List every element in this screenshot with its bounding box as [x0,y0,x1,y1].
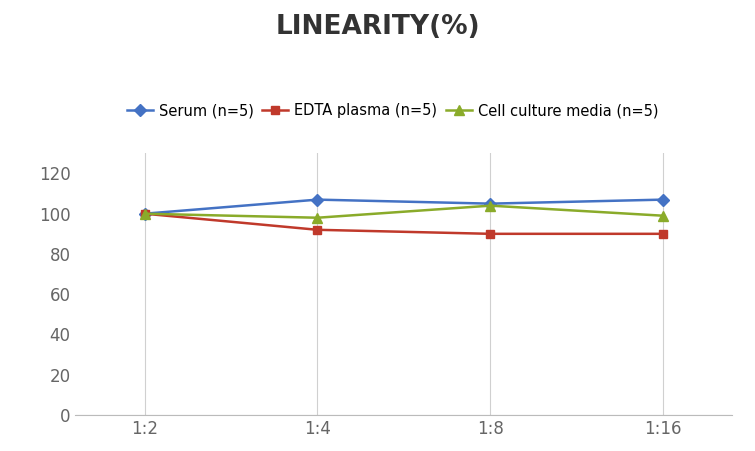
Line: EDTA plasma (n=5): EDTA plasma (n=5) [140,210,667,238]
Text: LINEARITY(%): LINEARITY(%) [275,14,480,40]
Cell culture media (n=5) [140,211,149,216]
EDTA plasma (n=5) [313,227,322,233]
Serum (n=5) [485,201,495,207]
Line: Cell culture media (n=5): Cell culture media (n=5) [140,201,668,223]
Serum (n=5) [658,197,667,202]
Line: Serum (n=5): Serum (n=5) [140,195,667,218]
Cell culture media (n=5) [658,213,667,218]
EDTA plasma (n=5) [140,211,149,216]
Legend: Serum (n=5), EDTA plasma (n=5), Cell culture media (n=5): Serum (n=5), EDTA plasma (n=5), Cell cul… [121,97,664,124]
EDTA plasma (n=5) [485,231,495,236]
Serum (n=5) [313,197,322,202]
Cell culture media (n=5) [313,215,322,221]
Serum (n=5) [140,211,149,216]
EDTA plasma (n=5) [658,231,667,236]
Cell culture media (n=5) [485,203,495,208]
